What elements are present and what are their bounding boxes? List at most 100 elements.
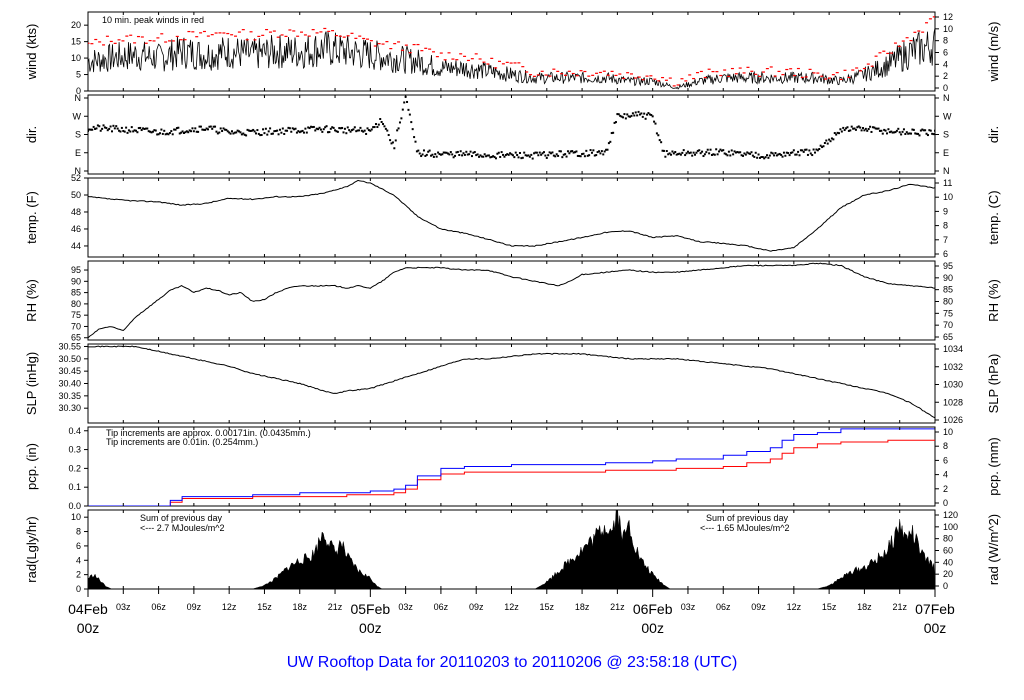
dir-point <box>668 152 671 155</box>
dir-point <box>513 156 516 159</box>
y-tick-label: 6 <box>76 541 81 551</box>
dir-point <box>113 127 116 130</box>
dir-point <box>791 151 794 154</box>
peak-wind-mark <box>478 58 482 60</box>
peak-wind-mark <box>257 35 261 38</box>
dir-point <box>763 157 766 160</box>
dir-point <box>883 128 886 131</box>
peak-wind-mark <box>323 27 327 30</box>
peak-wind-mark <box>878 52 882 54</box>
y-tick-label: 10 <box>71 53 81 63</box>
dir-point <box>826 142 829 145</box>
dir-point <box>504 154 507 157</box>
dir-point <box>792 149 795 152</box>
peak-wind-mark <box>175 35 179 38</box>
hour-tick-label: 09z <box>187 602 202 612</box>
peak-wind-mark <box>781 74 785 76</box>
dir-point <box>926 134 929 137</box>
dir-point <box>620 115 623 118</box>
dir-point <box>630 114 633 117</box>
y-tick-label: S <box>75 130 81 140</box>
dir-point <box>871 126 874 129</box>
dir-point <box>476 153 479 156</box>
peak-wind-mark <box>428 48 432 50</box>
dir-point <box>483 153 486 156</box>
dir-point <box>703 153 706 156</box>
dir-point <box>797 150 800 153</box>
peak-wind-mark <box>451 58 455 60</box>
dir-point <box>593 154 596 157</box>
dir-point <box>274 129 277 132</box>
peak-wind-mark <box>796 67 800 70</box>
dir-point <box>427 150 430 153</box>
dir-point <box>103 126 106 129</box>
peak-wind-mark <box>443 59 447 61</box>
peak-wind-mark <box>195 36 199 38</box>
peak-wind-mark <box>397 41 401 43</box>
dir-point <box>219 127 222 130</box>
dir-point <box>380 120 383 123</box>
dir-point <box>119 130 122 133</box>
dir-point <box>372 126 375 129</box>
dir-point <box>177 126 180 129</box>
dir-point <box>96 124 99 127</box>
y-tick-label-right: 9 <box>943 206 948 216</box>
y-tick-label: 20 <box>71 20 81 30</box>
peak-wind-mark <box>303 34 307 36</box>
dir-point <box>88 128 91 131</box>
dir-point <box>470 155 473 158</box>
dir-point <box>838 132 841 135</box>
dir-point <box>746 151 749 154</box>
dir-point <box>747 152 750 155</box>
dir-point <box>558 150 561 153</box>
dir-point <box>867 128 870 131</box>
dir-point <box>345 132 348 135</box>
dir-point <box>775 154 778 157</box>
plot-area <box>88 510 935 589</box>
plot-area <box>88 262 935 339</box>
dir-point <box>496 152 499 155</box>
dir-point <box>877 127 880 130</box>
peak-wind-mark <box>641 79 645 81</box>
dir-point <box>510 153 513 156</box>
peak-wind-mark <box>237 31 241 33</box>
y-tick-label: 30.45 <box>58 366 81 376</box>
y-tick-label: 30.55 <box>58 341 81 351</box>
dir-point <box>650 113 653 116</box>
peak-wind-mark <box>680 78 684 80</box>
dir-point <box>629 115 632 118</box>
dir-point <box>192 130 195 133</box>
hour-tick-label: 06z <box>716 602 731 612</box>
dir-point <box>900 133 903 136</box>
peak-wind-mark <box>439 52 443 54</box>
dir-point <box>784 154 787 157</box>
y-tick-label: 50 <box>71 190 81 200</box>
dir-point <box>174 128 177 131</box>
peak-wind-mark <box>664 79 668 81</box>
dir-point <box>370 128 373 131</box>
dir-point <box>310 125 313 128</box>
dir-point <box>730 149 733 152</box>
dir-point <box>845 127 848 130</box>
y-tick-label-right: N <box>943 166 950 176</box>
dir-point <box>774 152 777 155</box>
dir-point <box>118 129 121 132</box>
dir-point <box>374 123 377 126</box>
dir-point <box>799 149 802 152</box>
dir-point <box>761 156 764 159</box>
dir-point <box>744 153 747 156</box>
dir-point <box>175 127 178 130</box>
dir-point <box>232 132 235 135</box>
dir-point <box>190 130 193 133</box>
dir-point <box>221 130 224 133</box>
peak-wind-mark <box>358 35 362 37</box>
peak-wind-mark <box>932 16 935 18</box>
dir-point <box>348 129 351 132</box>
dir-point <box>633 114 636 117</box>
dir-point <box>607 142 610 145</box>
plot-area <box>88 95 935 160</box>
peak-wind-mark <box>408 52 412 54</box>
peak-wind-mark <box>866 63 870 65</box>
peak-wind-mark <box>435 56 439 58</box>
peak-wind-mark <box>746 66 750 68</box>
